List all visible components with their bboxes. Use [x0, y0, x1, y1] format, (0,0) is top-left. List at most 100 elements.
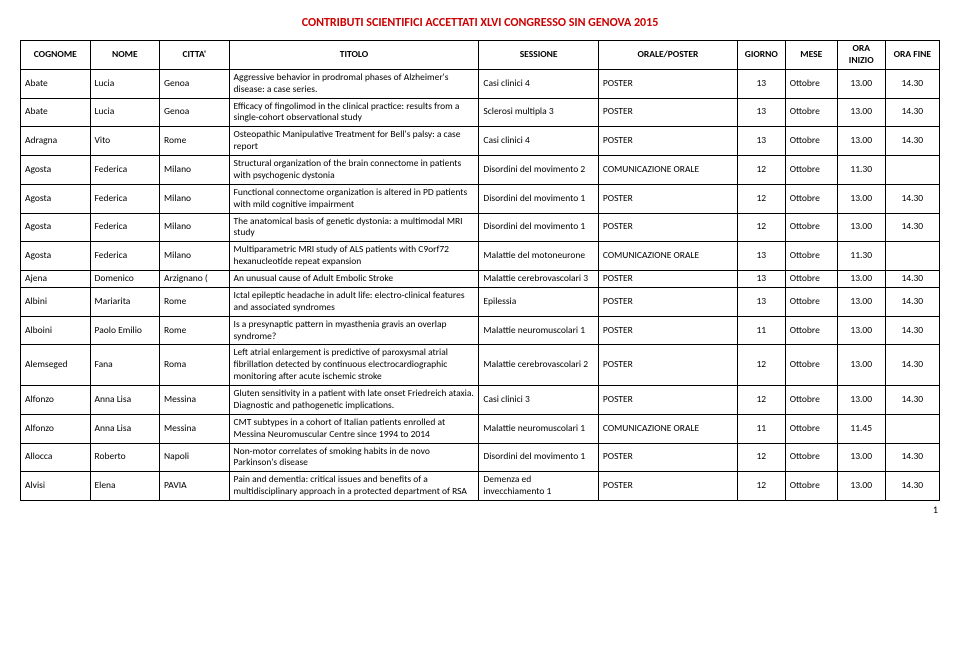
- cell-cognome: Alfonzo: [21, 414, 91, 443]
- cell-citta: Milano: [160, 242, 230, 271]
- cell-citta: Rome: [160, 316, 230, 345]
- table-row: AlfonzoAnna LisaMessinaCMT subtypes in a…: [21, 414, 940, 443]
- cell-citta: Milano: [160, 213, 230, 242]
- cell-titolo: Osteopathic Manipulative Treatment for B…: [229, 127, 479, 156]
- cell-cognome: Agosta: [21, 184, 91, 213]
- cell-sessione: Malattie cerebrovascolari 2: [479, 345, 598, 386]
- cell-sessione: Epilessia: [479, 287, 598, 316]
- cell-giorno: 12: [737, 472, 785, 501]
- cell-citta: Napoli: [160, 443, 230, 472]
- table-row: AlloccaRobertoNapoliNon-motor correlates…: [21, 443, 940, 472]
- cell-titolo: Left atrial enlargement is predictive of…: [229, 345, 479, 386]
- cell-orale: POSTER: [598, 386, 737, 415]
- cell-cognome: Alboini: [21, 316, 91, 345]
- cell-giorno: 13: [737, 271, 785, 288]
- cell-giorno: 12: [737, 345, 785, 386]
- cell-nome: Domenico: [90, 271, 160, 288]
- cell-titolo: Pain and dementia: critical issues and b…: [229, 472, 479, 501]
- cell-fine: 14.30: [885, 98, 939, 127]
- cell-nome: Vito: [90, 127, 160, 156]
- cell-mese: Ottobre: [785, 184, 837, 213]
- cell-inizio: 13.00: [837, 443, 885, 472]
- cell-mese: Ottobre: [785, 98, 837, 127]
- col-header-orale: ORALE/POSTER: [598, 41, 737, 70]
- cell-orale: POSTER: [598, 472, 737, 501]
- table-row: AlboiniPaolo EmilioRomeIs a presynaptic …: [21, 316, 940, 345]
- cell-giorno: 13: [737, 98, 785, 127]
- cell-titolo: Ictal epileptic headache in adult life: …: [229, 287, 479, 316]
- table-row: AlemsegedFanaRomaLeft atrial enlargement…: [21, 345, 940, 386]
- cell-orale: POSTER: [598, 316, 737, 345]
- cell-citta: Rome: [160, 287, 230, 316]
- page-title: CONTRIBUTI SCIENTIFICI ACCETTATI XLVI CO…: [20, 16, 940, 30]
- cell-citta: Genoa: [160, 98, 230, 127]
- cell-cognome: Adragna: [21, 127, 91, 156]
- cell-orale: POSTER: [598, 271, 737, 288]
- cell-orale: POSTER: [598, 345, 737, 386]
- col-header-citta: CITTA': [160, 41, 230, 70]
- cell-titolo: Gluten sensitivity in a patient with lat…: [229, 386, 479, 415]
- table-row: AjenaDomenicoArzignano (An unusual cause…: [21, 271, 940, 288]
- cell-citta: Arzignano (: [160, 271, 230, 288]
- cell-fine: 14.30: [885, 127, 939, 156]
- cell-inizio: 13.00: [837, 287, 885, 316]
- cell-orale: POSTER: [598, 98, 737, 127]
- cell-giorno: 11: [737, 414, 785, 443]
- cell-sessione: Malattie del motoneurone: [479, 242, 598, 271]
- cell-giorno: 11: [737, 316, 785, 345]
- cell-citta: Milano: [160, 184, 230, 213]
- cell-citta: Messina: [160, 386, 230, 415]
- col-header-inizio: ORA INIZIO: [837, 41, 885, 70]
- cell-inizio: 11.45: [837, 414, 885, 443]
- cell-mese: Ottobre: [785, 414, 837, 443]
- cell-inizio: 13.00: [837, 127, 885, 156]
- col-header-nome: NOME: [90, 41, 160, 70]
- cell-titolo: Functional connectome organization is al…: [229, 184, 479, 213]
- table-row: AdragnaVitoRomeOsteopathic Manipulative …: [21, 127, 940, 156]
- cell-fine: 14.30: [885, 472, 939, 501]
- cell-giorno: 13: [737, 69, 785, 98]
- cell-sessione: Sclerosi multipla 3: [479, 98, 598, 127]
- cell-cognome: Alemseged: [21, 345, 91, 386]
- cell-titolo: CMT subtypes in a cohort of Italian pati…: [229, 414, 479, 443]
- cell-inizio: 13.00: [837, 184, 885, 213]
- cell-orale: POSTER: [598, 69, 737, 98]
- cell-fine: 14.30: [885, 443, 939, 472]
- table-header-row: COGNOME NOME CITTA' TITOLO SESSIONE ORAL…: [21, 41, 940, 70]
- cell-sessione: Malattie neuromuscolari 1: [479, 316, 598, 345]
- cell-nome: Roberto: [90, 443, 160, 472]
- cell-citta: Milano: [160, 156, 230, 185]
- cell-fine: 14.30: [885, 386, 939, 415]
- cell-fine: [885, 414, 939, 443]
- cell-inizio: 13.00: [837, 98, 885, 127]
- cell-mese: Ottobre: [785, 213, 837, 242]
- col-header-titolo: TITOLO: [229, 41, 479, 70]
- cell-mese: Ottobre: [785, 345, 837, 386]
- cell-citta: Messina: [160, 414, 230, 443]
- table-row: AlfonzoAnna LisaMessinaGluten sensitivit…: [21, 386, 940, 415]
- cell-titolo: Non-motor correlates of smoking habits i…: [229, 443, 479, 472]
- cell-giorno: 12: [737, 184, 785, 213]
- cell-fine: 14.30: [885, 69, 939, 98]
- cell-fine: 14.30: [885, 345, 939, 386]
- cell-sessione: Casi clinici 4: [479, 69, 598, 98]
- cell-giorno: 13: [737, 287, 785, 316]
- col-header-giorno: GIORNO: [737, 41, 785, 70]
- cell-orale: POSTER: [598, 443, 737, 472]
- page-number: 1: [20, 503, 940, 516]
- table-row: AgostaFedericaMilanoThe anatomical basis…: [21, 213, 940, 242]
- cell-inizio: 13.00: [837, 316, 885, 345]
- cell-citta: Genoa: [160, 69, 230, 98]
- cell-nome: Mariarita: [90, 287, 160, 316]
- cell-nome: Lucia: [90, 69, 160, 98]
- cell-giorno: 12: [737, 156, 785, 185]
- col-header-mese: MESE: [785, 41, 837, 70]
- cell-sessione: Disordini del movimento 1: [479, 443, 598, 472]
- cell-sessione: Disordini del movimento 2: [479, 156, 598, 185]
- cell-nome: Federica: [90, 184, 160, 213]
- cell-nome: Fana: [90, 345, 160, 386]
- cell-mese: Ottobre: [785, 156, 837, 185]
- cell-mese: Ottobre: [785, 287, 837, 316]
- cell-cognome: Allocca: [21, 443, 91, 472]
- cell-cognome: Agosta: [21, 242, 91, 271]
